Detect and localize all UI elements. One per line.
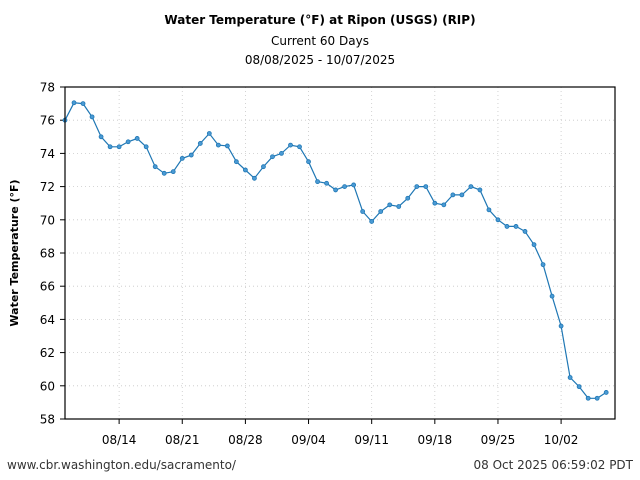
x-axis: 08/14 08/21 08/28 09/04 09/11 09/18 09/25 10/02 xyxy=(102,419,579,447)
data-point xyxy=(125,139,131,145)
data-point xyxy=(152,164,158,170)
data-point xyxy=(477,187,483,193)
y-tick-label: 70 xyxy=(40,213,55,227)
y-tick-label: 64 xyxy=(40,313,55,327)
data-point xyxy=(107,144,113,150)
chart-subtitle: Current 60 Days xyxy=(271,34,369,48)
data-point xyxy=(315,179,320,185)
data-point xyxy=(432,200,438,206)
data-point xyxy=(179,155,185,161)
chart-date-range: 08/08/2025 - 10/07/2025 xyxy=(244,53,396,67)
x-tick-label: 09/04 xyxy=(291,433,326,447)
data-point xyxy=(450,192,456,198)
data-point xyxy=(531,242,537,248)
x-tick-label: 08/28 xyxy=(228,433,263,447)
data-point xyxy=(306,159,311,165)
data-point xyxy=(387,202,393,208)
y-tick-label: 74 xyxy=(40,147,55,161)
data-point xyxy=(540,262,546,268)
x-tick-label: 09/25 xyxy=(481,433,516,447)
data-point xyxy=(224,143,230,149)
data-point xyxy=(486,207,492,213)
data-point xyxy=(242,167,248,173)
data-point xyxy=(441,202,447,208)
data-series xyxy=(62,100,609,401)
data-point xyxy=(270,154,275,160)
x-tick-label: 08/14 xyxy=(102,433,137,447)
data-point xyxy=(369,219,375,224)
data-point xyxy=(252,175,257,181)
data-point xyxy=(423,184,429,190)
data-point xyxy=(188,152,194,158)
data-point xyxy=(513,224,519,229)
data-point xyxy=(459,192,465,198)
data-point xyxy=(351,182,357,188)
data-point xyxy=(549,293,555,299)
data-point xyxy=(170,169,176,175)
y-tick-label: 72 xyxy=(40,180,55,194)
x-tick-label: 10/02 xyxy=(544,433,579,447)
data-point xyxy=(80,101,86,106)
data-point xyxy=(215,142,221,148)
y-tick-label: 68 xyxy=(40,247,55,261)
data-point xyxy=(567,375,573,380)
y-tick-label: 62 xyxy=(40,346,55,360)
data-point xyxy=(233,159,239,165)
x-tick-label: 09/18 xyxy=(418,433,453,447)
data-point xyxy=(405,195,411,201)
data-point xyxy=(504,224,510,229)
y-tick-label: 78 xyxy=(40,81,55,95)
data-point xyxy=(134,136,140,141)
data-point xyxy=(288,142,293,148)
data-point xyxy=(98,134,104,140)
data-point xyxy=(558,323,564,329)
plot-frame xyxy=(64,86,616,420)
data-point xyxy=(71,100,77,106)
y-tick-label: 76 xyxy=(40,114,55,128)
data-point xyxy=(585,395,591,401)
data-point xyxy=(468,184,474,190)
data-point xyxy=(396,204,402,209)
data-point xyxy=(161,170,167,176)
data-point xyxy=(378,209,384,214)
grid-lines xyxy=(65,87,615,419)
data-point xyxy=(297,144,302,150)
data-point xyxy=(89,114,95,120)
data-point xyxy=(522,229,528,234)
y-tick-label: 58 xyxy=(40,413,55,427)
data-point xyxy=(143,144,149,150)
data-point xyxy=(576,384,582,390)
data-point xyxy=(206,131,212,136)
data-point xyxy=(279,150,284,156)
data-point xyxy=(603,390,609,395)
data-point xyxy=(333,187,339,193)
data-point xyxy=(261,164,266,170)
data-point xyxy=(360,209,366,214)
source-link[interactable]: www.cbr.washington.edu/sacramento/ xyxy=(7,458,236,472)
x-tick-label: 09/11 xyxy=(354,433,389,447)
data-point xyxy=(324,180,329,186)
y-axis: 58 60 62 64 66 68 70 72 74 76 78 xyxy=(40,81,65,427)
data-point xyxy=(342,184,348,190)
data-point xyxy=(116,144,122,150)
y-axis-label: Water Temperature (°F) xyxy=(8,179,21,326)
data-point xyxy=(414,184,420,190)
generated-timestamp: 08 Oct 2025 06:59:02 PDT xyxy=(473,458,633,472)
x-tick-label: 08/21 xyxy=(165,433,200,447)
data-point xyxy=(495,217,501,223)
chart-title: Water Temperature (°F) at Ripon (USGS) (… xyxy=(164,13,476,27)
data-point xyxy=(197,141,203,146)
data-point xyxy=(594,395,600,401)
y-tick-label: 60 xyxy=(40,379,55,393)
y-tick-label: 66 xyxy=(40,280,55,294)
